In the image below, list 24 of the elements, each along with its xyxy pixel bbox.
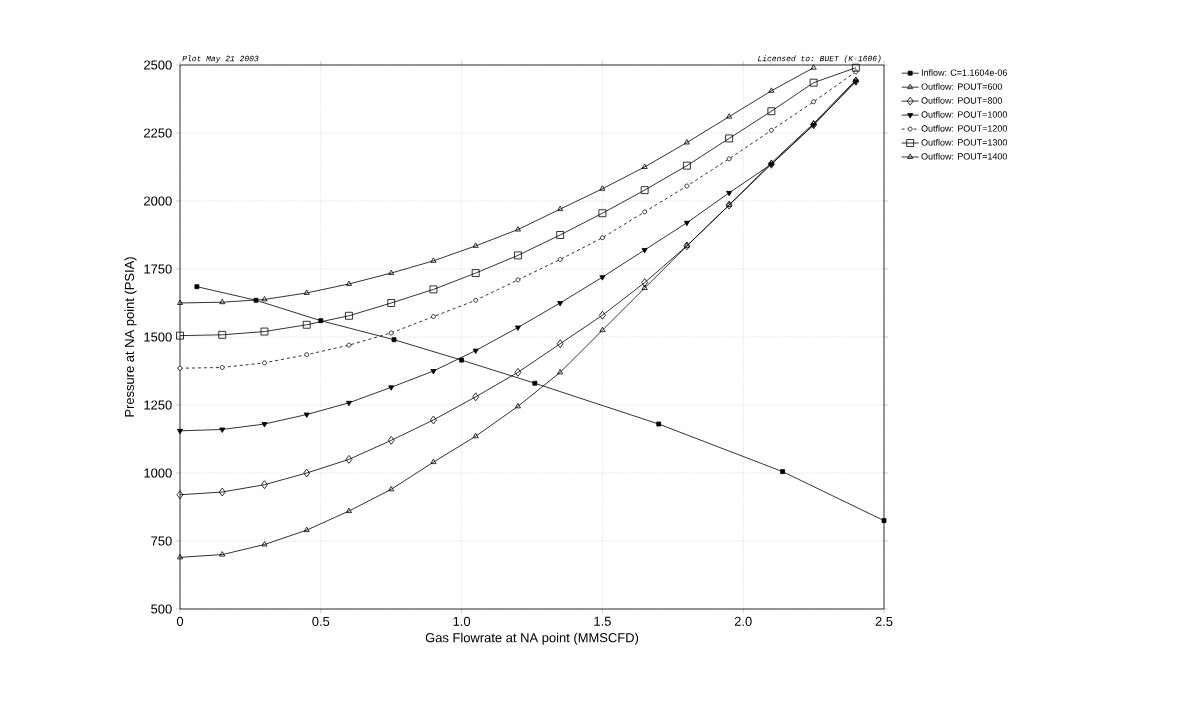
x-tick-label: 1.5: [594, 616, 611, 626]
legend-label: Outflow: POUT=600: [921, 83, 1003, 90]
x-tick-label: 0.5: [312, 616, 330, 626]
x-tick-label: 1.0: [453, 616, 471, 626]
y-tick-label: 750: [151, 536, 172, 546]
y-tick-label: 1500: [144, 332, 172, 342]
y-tick-label: 1000: [144, 468, 172, 478]
legend-label: Outflow: POUT=800: [921, 97, 1003, 104]
y-axis-title: Pressure at NA point (PSIA): [124, 257, 137, 417]
y-tick-label: 1250: [144, 400, 172, 410]
y-tick-label: 500: [151, 604, 172, 614]
x-tick-label: 0: [176, 616, 184, 626]
y-tick-label: 2250: [144, 128, 172, 138]
legend-label: Inflow: C=1.1604e-06: [921, 69, 1007, 76]
y-tick-label: 2000: [144, 196, 172, 206]
x-tick-label: 2.5: [875, 616, 893, 626]
legend-label: Outflow: POUT=1400: [921, 152, 1008, 160]
y-tick-label: 2500: [144, 60, 172, 70]
legend-label: Outflow: POUT=1000: [921, 111, 1008, 118]
legend-label: Outflow: POUT=1200: [921, 125, 1008, 132]
x-tick-label: 2.0: [734, 616, 752, 626]
x-axis-title: Gas Flowrate at NA point (MMSCFD): [425, 632, 639, 645]
y-tick-label: 1750: [144, 264, 172, 274]
legend-label: Outflow: POUT=1300: [921, 139, 1008, 146]
